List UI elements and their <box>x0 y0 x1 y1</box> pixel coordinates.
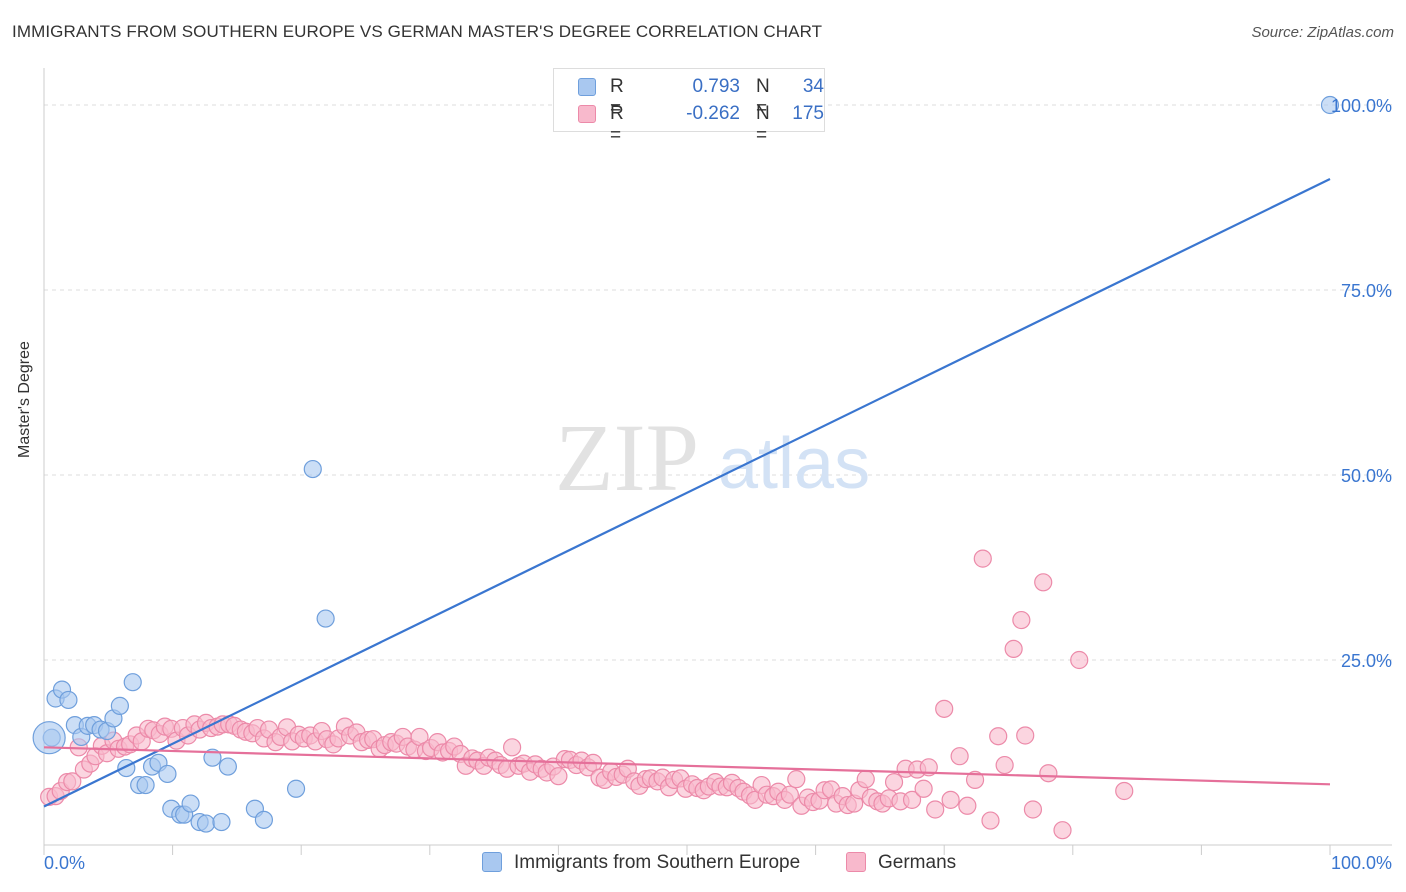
axes <box>43 68 1392 855</box>
immigrants-point <box>136 775 155 795</box>
immigrants-points <box>32 95 1340 833</box>
germans-point <box>856 770 875 789</box>
germans-point <box>995 755 1014 775</box>
immigrants-point <box>286 779 306 798</box>
germans-point <box>973 549 992 568</box>
immigrants-point <box>181 794 200 813</box>
germans-point <box>503 738 522 757</box>
germans-point <box>1053 821 1072 840</box>
germans-point <box>919 758 938 777</box>
germans-point <box>1070 650 1089 670</box>
germans-point <box>941 790 960 809</box>
bottom-legend-swatch-germans <box>846 852 866 872</box>
germans-point <box>1023 800 1043 819</box>
germans-point <box>950 747 969 766</box>
germans-point <box>549 767 568 786</box>
germans-point <box>1034 573 1053 592</box>
germans-trend-line <box>43 746 1331 786</box>
germans-point <box>1012 610 1031 630</box>
legend-swatch-immigrants <box>578 78 596 96</box>
y-tick-label: 100.0% <box>1331 96 1392 116</box>
legend-n-value: 175 <box>792 103 824 124</box>
legend-n-value: 34 <box>802 76 824 97</box>
legend-n-label: N = <box>756 76 770 119</box>
immigrants-point <box>203 748 222 767</box>
bottom-legend-swatch-immigrants <box>482 852 502 872</box>
legend-r-value: -0.262 <box>686 103 740 124</box>
germans-point <box>884 772 904 792</box>
y-tick-label: 25.0% <box>1341 651 1392 671</box>
correlation-legend: R = 0.793 N = 34 R = -0.262 N = 175 <box>553 68 825 146</box>
immigrants-point <box>59 690 78 710</box>
chart-source: Source: ZipAtlas.com <box>1251 24 1394 41</box>
immigrants-trend-line <box>43 178 1331 808</box>
trend-lines <box>43 178 1331 808</box>
watermark-zip: ZIP <box>555 404 699 511</box>
legend-swatch-germans <box>578 105 596 123</box>
germans-point <box>914 779 933 798</box>
watermark-atlas: atlas <box>718 424 870 504</box>
x-tick-label-min: 0.0% <box>44 853 85 873</box>
y-tick-label: 50.0% <box>1341 466 1392 486</box>
germans-point <box>1004 639 1023 659</box>
immigrants-point <box>218 757 237 776</box>
y-axis-label: Master's Degree <box>16 341 33 458</box>
immigrants-point <box>316 609 335 628</box>
legend-r-label: R = <box>610 103 624 146</box>
germans-point <box>63 772 82 791</box>
legend-r-label: R = <box>610 76 624 119</box>
immigrants-point <box>1320 95 1340 115</box>
germans-point <box>787 770 806 789</box>
watermark: ZIP atlas <box>555 404 870 511</box>
germans-point <box>780 785 799 804</box>
bottom-legend-label: Germans <box>878 852 957 873</box>
germans-points <box>40 549 1134 840</box>
germans-point <box>958 796 977 815</box>
germans-point <box>981 811 1000 830</box>
germans-point <box>989 727 1008 746</box>
tick-labels: 25.0% 50.0% 75.0% 100.0% 0.0% 100.0% <box>44 96 1392 873</box>
immigrants-point <box>123 673 142 692</box>
germans-point <box>1115 781 1134 801</box>
germans-point <box>1039 764 1058 783</box>
grid-lines <box>44 104 1392 661</box>
immigrants-point-large <box>32 721 66 755</box>
bottom-legend-label: Immigrants from Southern Europe <box>514 852 801 873</box>
immigrants-point <box>158 764 177 784</box>
y-tick-label: 75.0% <box>1341 281 1392 301</box>
germans-point <box>935 699 954 718</box>
immigrants-point <box>303 459 322 479</box>
immigrants-point <box>212 812 231 832</box>
germans-point <box>965 770 985 789</box>
chart-title: IMMIGRANTS FROM SOUTHERN EUROPE VS GERMA… <box>12 22 823 41</box>
immigrants-point <box>110 696 129 715</box>
germans-point <box>1016 726 1035 745</box>
legend-r-value: 0.793 <box>692 76 740 97</box>
germans-point <box>926 800 945 819</box>
immigrants-point <box>254 810 274 829</box>
immigrants-point <box>196 814 216 833</box>
legend-n-label: N = <box>756 103 770 146</box>
germans-point <box>902 790 922 809</box>
x-tick-label-max: 100.0% <box>1331 853 1392 873</box>
